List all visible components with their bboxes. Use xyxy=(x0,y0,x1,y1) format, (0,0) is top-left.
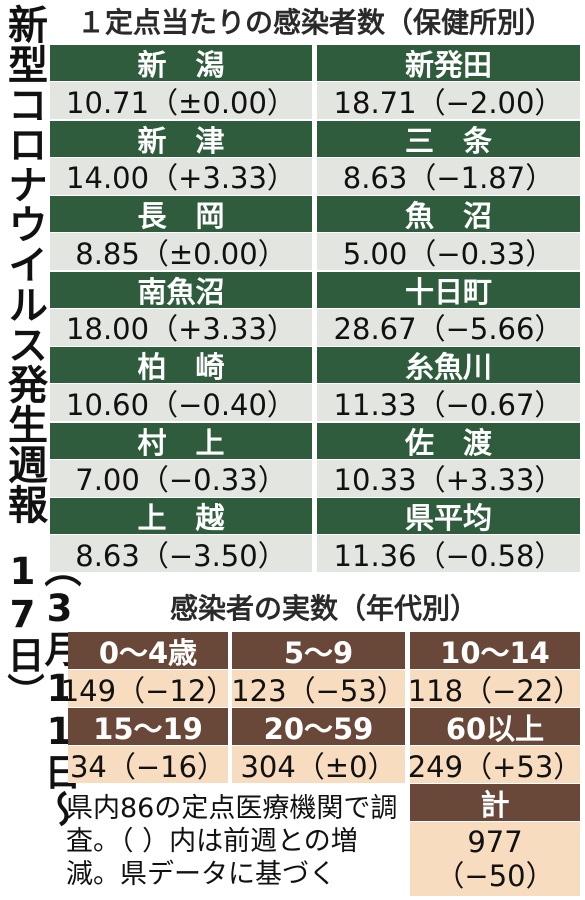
age-label: 5〜9 xyxy=(232,632,405,670)
total-value: 977 xyxy=(467,825,523,859)
district-value: 18.71（−2.00） xyxy=(317,82,580,120)
district-name: 新発田 xyxy=(317,45,580,82)
district-name: 佐渡 xyxy=(317,422,580,460)
district-name: 長岡 xyxy=(50,196,312,233)
district-name: 魚沼 xyxy=(317,196,580,233)
district-name: 上越 xyxy=(50,498,312,535)
age-value: 304（±0） xyxy=(232,746,405,784)
district-name: 新潟 xyxy=(50,45,312,82)
total-label: 計 xyxy=(410,784,580,822)
district-name: 村上 xyxy=(50,422,312,460)
section-title: １定点当たりの感染者数（保健所別） xyxy=(76,6,553,39)
total-box: 977 （−50） xyxy=(410,822,580,896)
district-name: 糸魚川 xyxy=(317,347,580,384)
district-value: 8.63（−3.50） xyxy=(50,535,312,573)
district-value: 28.67（−5.66） xyxy=(317,308,580,346)
age-label: 15〜19 xyxy=(68,708,228,746)
district-name: 三条 xyxy=(317,120,580,158)
age-label: 60以上 xyxy=(410,708,580,746)
age-value: 149（−12） xyxy=(61,670,235,708)
age-label: 0〜4歳 xyxy=(68,632,228,670)
age-value: 118（−22） xyxy=(408,670,582,708)
age-label: 20〜59 xyxy=(232,708,405,746)
district-value: 8.63（−1.87） xyxy=(317,157,580,195)
district-value: 11.36（−0.58） xyxy=(317,535,580,573)
district-name: 柏崎 xyxy=(50,347,312,384)
district-value: 7.00（−0.33） xyxy=(50,459,312,497)
district-value: 10.60（−0.40） xyxy=(50,384,312,422)
note: 県内86の定点医療機関で調査。（ ）内は前週との増減。県データに基づく xyxy=(66,793,398,890)
district-name: 南魚沼 xyxy=(50,271,312,309)
vertical-title: 新型コロナウイルス発生週報 xyxy=(1,4,47,524)
total-change: （−50） xyxy=(435,859,555,893)
district-name: 十日町 xyxy=(317,271,580,309)
section-title: 感染者の実数（年代別） xyxy=(169,592,478,625)
district-value: 8.85（±0.00） xyxy=(50,233,312,271)
district-name: 県平均 xyxy=(317,498,580,535)
district-value: 10.33（+3.33） xyxy=(317,459,580,497)
district-value: 14.00（+3.33） xyxy=(50,157,312,195)
district-value: 11.33（−0.67） xyxy=(317,384,580,422)
age-value: 123（−53） xyxy=(231,670,406,708)
district-value: 18.00（+3.33） xyxy=(50,308,312,346)
district-value: 10.71（±0.00） xyxy=(50,82,312,120)
age-value: 34（−16） xyxy=(68,746,228,784)
district-value: 5.00（−0.33） xyxy=(317,233,580,271)
age-label: 10〜14 xyxy=(410,632,580,670)
age-value: 249（+53） xyxy=(408,746,582,784)
district-name: 新津 xyxy=(50,120,312,158)
